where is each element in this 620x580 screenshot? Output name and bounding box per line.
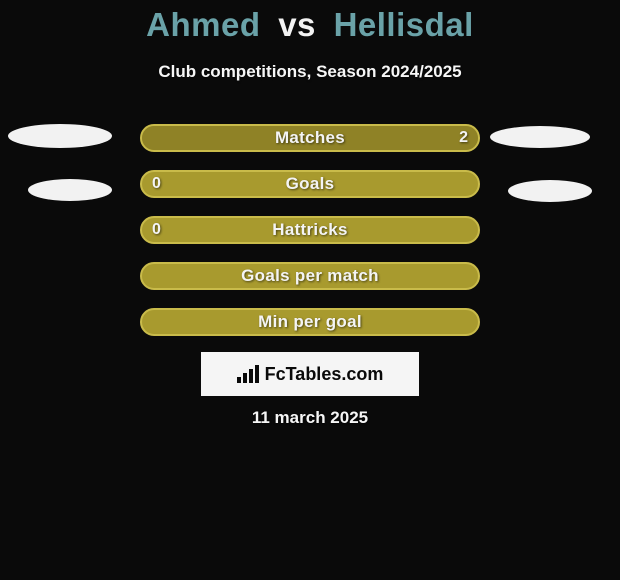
stat-label: Goals <box>142 172 478 196</box>
stat-pill: Goals per match <box>140 262 480 290</box>
subtitle: Club competitions, Season 2024/2025 <box>0 62 620 82</box>
stat-value-right: 2 <box>459 126 468 150</box>
stat-rows: Matches 2 0 Goals 0 Hattricks <box>0 124 620 354</box>
comparison-infographic: Ahmed vs Hellisdal Club competitions, Se… <box>0 0 620 580</box>
stat-row: Matches 2 <box>0 124 620 152</box>
title-player1: Ahmed <box>146 6 260 43</box>
stat-label: Hattricks <box>142 218 478 242</box>
stat-pill: Matches 2 <box>140 124 480 152</box>
title: Ahmed vs Hellisdal <box>0 6 620 44</box>
stat-pill: 0 Hattricks <box>140 216 480 244</box>
stat-pill: 0 Goals <box>140 170 480 198</box>
stat-row: Min per goal <box>0 308 620 336</box>
title-vs: vs <box>278 6 316 43</box>
logo-text: FcTables.com <box>265 364 384 385</box>
stat-row: 0 Hattricks <box>0 216 620 244</box>
stat-label: Goals per match <box>142 264 478 288</box>
stat-label: Matches <box>142 126 478 150</box>
stat-pill: Min per goal <box>140 308 480 336</box>
bar-chart-icon <box>237 365 259 383</box>
stat-row: 0 Goals <box>0 170 620 198</box>
logo: FcTables.com <box>201 352 419 396</box>
stat-label: Min per goal <box>142 310 478 334</box>
title-player2: Hellisdal <box>334 6 474 43</box>
date: 11 march 2025 <box>0 408 620 428</box>
stat-row: Goals per match <box>0 262 620 290</box>
